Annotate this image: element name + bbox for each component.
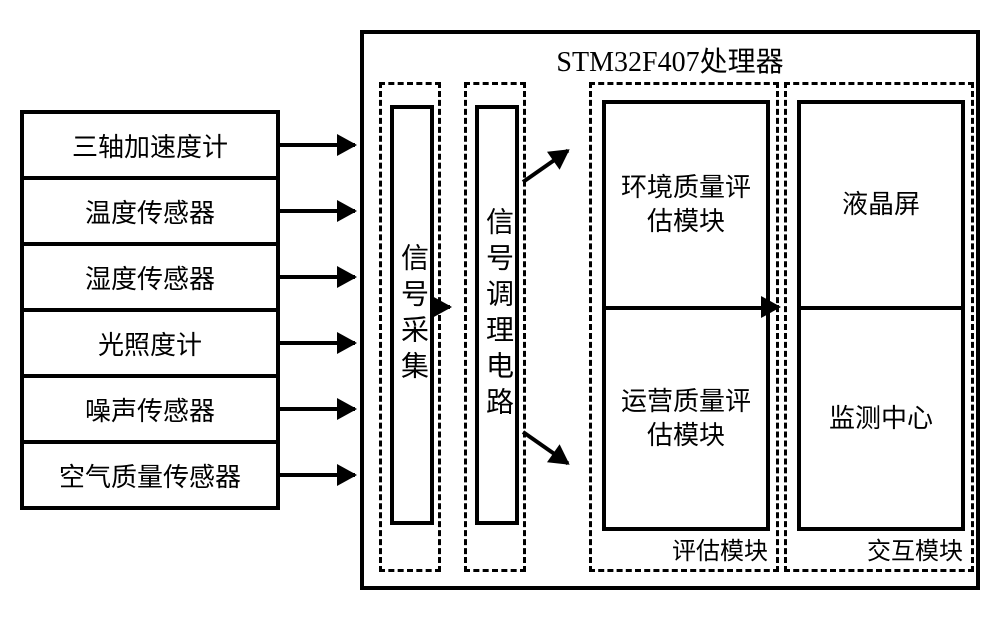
arrow-sensor-6 — [280, 473, 355, 477]
sensor-air-quality: 空气质量传感器 — [20, 440, 280, 510]
sensor-label: 温度传感器 — [85, 193, 215, 230]
arrow-acq-to-cond — [435, 305, 450, 309]
sensor-list: 三轴加速度计 温度传感器 湿度传感器 光照度计 噪声传感器 空气质量传感器 — [20, 110, 280, 506]
evaluation-group: 环境质量评估模块 运营质量评估模块 评估模块 — [589, 82, 779, 572]
env-quality-label: 环境质量评估模块 — [611, 171, 761, 239]
env-quality-box: 环境质量评估模块 — [602, 100, 770, 310]
signal-acquisition-label: 信号采集 — [392, 243, 432, 387]
processor-box: STM32F407处理器 信号采集 信号调理电路 环境质量评估模块 运营质量评估… — [360, 30, 980, 590]
sensor-label: 三轴加速度计 — [72, 127, 228, 164]
interaction-group-label: 交互模块 — [867, 531, 963, 566]
block-diagram: 三轴加速度计 温度传感器 湿度传感器 光照度计 噪声传感器 空气质量传感器 ST… — [20, 30, 980, 590]
op-quality-box: 运营质量评估模块 — [602, 306, 770, 531]
arrow-sensor-2 — [280, 209, 355, 213]
arrow-sensor-4 — [280, 341, 355, 345]
signal-conditioning-box: 信号调理电路 — [475, 105, 519, 525]
signal-acquisition-group: 信号采集 — [379, 82, 441, 572]
processor-title: STM32F407处理器 — [364, 40, 976, 80]
sensor-illuminance: 光照度计 — [20, 308, 280, 378]
monitor-center-box: 监测中心 — [797, 306, 965, 531]
evaluation-group-label: 评估模块 — [672, 531, 768, 566]
lcd-label: 液晶屏 — [842, 188, 920, 222]
signal-acquisition-box: 信号采集 — [390, 105, 434, 525]
sensor-label: 空气质量传感器 — [59, 457, 241, 494]
lcd-box: 液晶屏 — [797, 100, 965, 310]
arrow-sensor-3 — [280, 275, 355, 279]
op-quality-label: 运营质量评估模块 — [611, 385, 761, 453]
sensor-accelerometer: 三轴加速度计 — [20, 110, 280, 180]
sensor-noise: 噪声传感器 — [20, 374, 280, 444]
sensor-label: 湿度传感器 — [85, 259, 215, 296]
arrow-sensor-1 — [280, 143, 355, 147]
signal-conditioning-label: 信号调理电路 — [477, 207, 517, 423]
monitor-center-label: 监测中心 — [829, 402, 933, 436]
sensor-humidity: 湿度传感器 — [20, 242, 280, 312]
arrow-eval-to-interact — [764, 305, 779, 309]
sensor-label: 光照度计 — [98, 325, 202, 362]
sensor-temperature: 温度传感器 — [20, 176, 280, 246]
interaction-group: 液晶屏 监测中心 交互模块 — [784, 82, 974, 572]
signal-conditioning-group: 信号调理电路 — [464, 82, 526, 572]
arrow-sensor-5 — [280, 407, 355, 411]
sensor-label: 噪声传感器 — [85, 391, 215, 428]
